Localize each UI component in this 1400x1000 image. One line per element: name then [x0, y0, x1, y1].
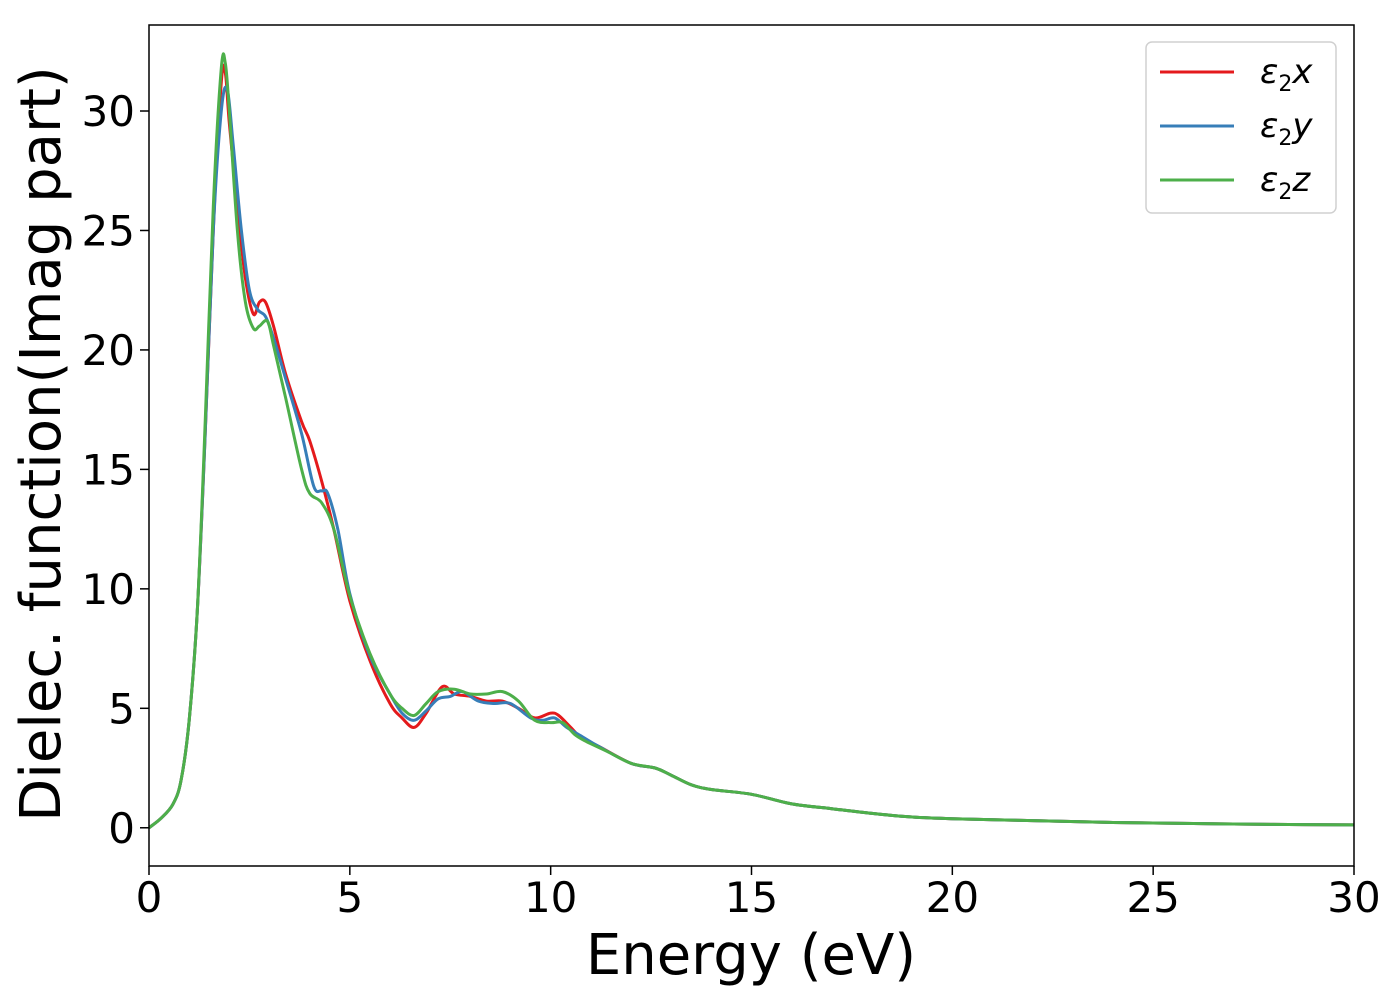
legend: ε2x ε2y ε2z [1145, 41, 1337, 214]
x-tick-label: 10 [524, 873, 577, 922]
series-line-z [149, 52, 1354, 829]
x-axis-ticks: 0 5 10 15 20 25 30 [136, 866, 1381, 922]
y-tick-label: 5 [108, 684, 135, 733]
y-tick-label: 0 [108, 804, 135, 853]
y-axis-label: Dielec. function(Imag part) [9, 66, 74, 822]
x-tick-label: 20 [926, 873, 979, 922]
x-tick-label: 15 [725, 873, 778, 922]
x-tick-label: 0 [136, 873, 163, 922]
x-tick-label: 30 [1327, 873, 1380, 922]
y-axis-ticks: 0 5 10 15 20 25 30 [82, 87, 149, 853]
x-tick-label: 5 [336, 873, 363, 922]
legend-label-x: ε2x [1260, 52, 1313, 97]
y-tick-label: 20 [82, 326, 135, 375]
x-axis-label: Energy (eV) [586, 923, 916, 988]
y-tick-label: 25 [82, 206, 135, 255]
legend-label-z: ε2z [1260, 160, 1311, 205]
legend-label-y: ε2y [1260, 106, 1313, 151]
y-tick-label: 10 [82, 565, 135, 614]
legend-box [1145, 41, 1337, 214]
x-tick-label: 25 [1126, 873, 1179, 922]
y-tick-label: 15 [82, 445, 135, 494]
y-tick-label: 30 [82, 87, 135, 136]
